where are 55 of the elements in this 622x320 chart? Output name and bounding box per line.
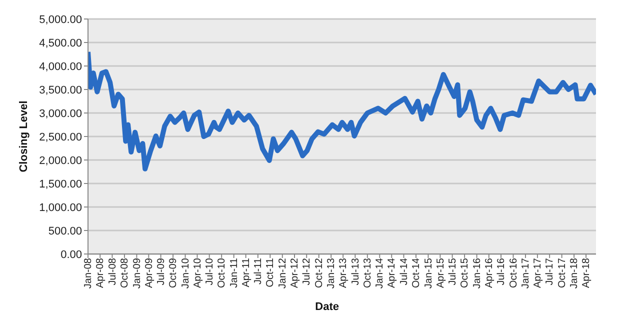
x-tick-label: Oct-16 <box>508 258 520 288</box>
x-tick-label: Apr-14 <box>386 258 398 288</box>
x-tick-label: Jul-09 <box>156 258 167 286</box>
x-axis-title: Date <box>315 301 339 313</box>
x-tick-label: Apr-12 <box>290 258 301 288</box>
y-tick-label: 3,000.00 <box>39 108 82 120</box>
y-tick-label: 2,500.00 <box>39 131 82 144</box>
x-tick-label: Jul-17 <box>544 258 556 286</box>
x-tick-label: Jul-14 <box>398 258 410 286</box>
y-axis-title: Closing Level <box>18 100 30 172</box>
y-tick-label: 2,000.00 <box>39 154 82 167</box>
x-tick-label: Oct-10 <box>216 258 228 288</box>
x-tick-label: Jan-12 <box>277 258 288 289</box>
x-tick-label: Jul-16 <box>496 258 508 286</box>
x-tick-label: Jan-10 <box>180 258 192 289</box>
x-tick-label: Apr-09 <box>144 258 155 288</box>
x-tick-label: Apr-08 <box>95 258 106 288</box>
x-tick-label: Apr-15 <box>435 258 446 288</box>
x-tick-label: Jul-08 <box>107 258 118 286</box>
x-tick-label: Apr-17 <box>532 258 544 288</box>
y-tick-label: 1,500.00 <box>39 178 82 190</box>
x-tick-label: Jan-15 <box>423 258 434 289</box>
x-tick-label: Apr-13 <box>338 258 350 288</box>
x-tick-label: Apr-18 <box>581 258 592 288</box>
y-tick-label: 1,000.00 <box>39 202 82 214</box>
x-tick-label: Jan-18 <box>569 258 580 289</box>
x-tick-label: Oct-08 <box>120 258 131 288</box>
x-tick-label: Jan-14 <box>374 258 386 289</box>
x-tick-label: Jan-17 <box>520 258 532 289</box>
x-tick-label: Oct-15 <box>460 258 471 288</box>
x-tick-label: Jan-11 <box>228 258 240 288</box>
y-tick-label: 500.00 <box>48 225 82 238</box>
x-tick-label: Jan-13 <box>326 258 338 289</box>
x-tick-label: Jul-15 <box>447 258 458 286</box>
y-tick-label: 3,500.00 <box>39 84 82 96</box>
x-tick-label: Oct-13 <box>362 258 374 288</box>
x-tick-label: Apr-10 <box>192 258 204 288</box>
x-tick-label: Jan-16 <box>472 258 483 289</box>
y-tick-label: 0.00 <box>60 248 82 261</box>
x-tick-label: Apr-16 <box>484 258 495 288</box>
x-tick-label: Oct-09 <box>168 258 180 288</box>
x-tick-label: Jul-13 <box>350 258 362 286</box>
x-tick-label: Apr-11 <box>240 258 252 288</box>
x-tick-label: Jul-12 <box>302 258 313 286</box>
y-tick-label: 4,000.00 <box>39 60 82 73</box>
x-tick-label: Oct-11 <box>265 258 276 288</box>
x-tick-label: Oct-12 <box>314 258 325 288</box>
x-tick-label: Oct-14 <box>411 258 422 288</box>
y-tick-label: 4,500.00 <box>39 37 82 50</box>
x-tick-label: Jul-11 <box>253 258 264 284</box>
x-tick-label: Oct-17 <box>556 258 568 288</box>
x-tick-label: Jan-09 <box>132 258 143 289</box>
x-tick-label: Jan-08 <box>83 258 94 289</box>
y-tick-label: 5,000.00 <box>39 14 82 26</box>
x-tick-label: Jul-10 <box>204 258 216 286</box>
